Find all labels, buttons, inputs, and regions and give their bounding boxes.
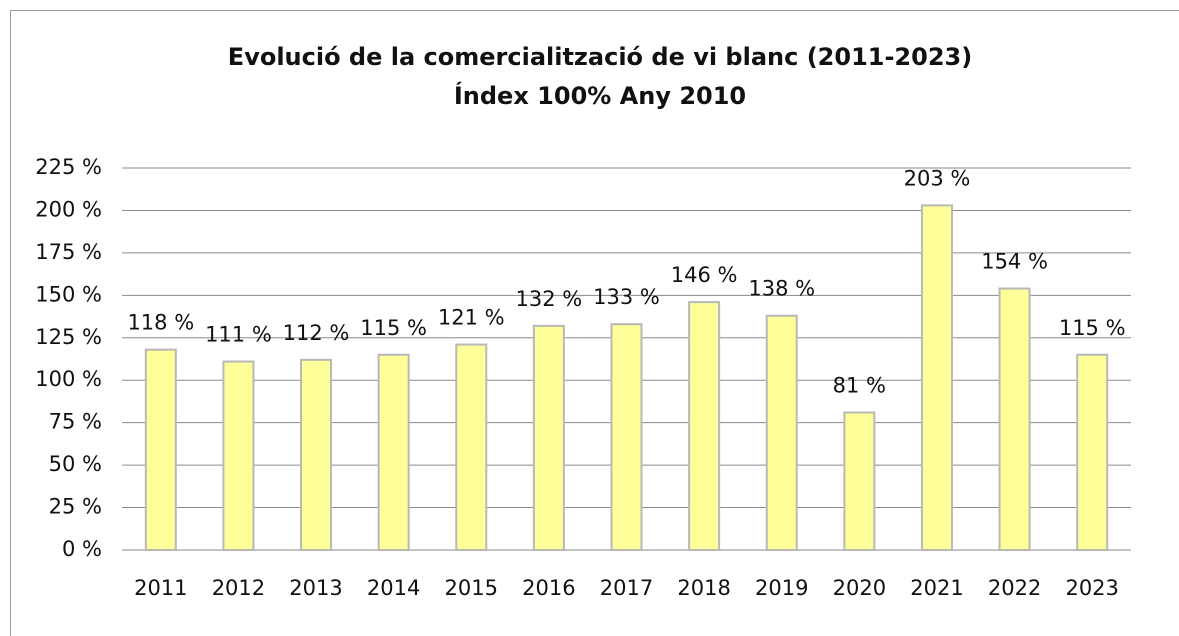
- value-label: 81 %: [833, 373, 886, 397]
- bar: [843, 411, 876, 552]
- bar: [688, 301, 721, 551]
- bar: [455, 343, 488, 551]
- y-tick-label: 75 %: [49, 410, 102, 434]
- value-label: 203 %: [904, 166, 971, 190]
- bar: [920, 204, 953, 551]
- value-label: 115 %: [360, 316, 427, 340]
- x-tick-label: 2011: [134, 576, 187, 600]
- value-label: 154 %: [981, 250, 1048, 274]
- value-label: 111 %: [205, 323, 272, 347]
- x-tick-label: 2014: [367, 576, 420, 600]
- y-tick-label: 200 %: [35, 197, 102, 221]
- bar: [532, 324, 565, 552]
- x-tick-label: 2023: [1065, 576, 1118, 600]
- bar: [765, 314, 798, 551]
- value-label: 121 %: [438, 306, 505, 330]
- bar: [300, 358, 333, 551]
- x-tick-label: 2016: [522, 576, 575, 600]
- value-label: 112 %: [283, 321, 350, 345]
- x-tick-label: 2012: [212, 576, 265, 600]
- y-tick-label: 150 %: [35, 282, 102, 306]
- x-tick-label: 2022: [988, 576, 1041, 600]
- value-label: 118 %: [127, 311, 194, 335]
- bar: [1076, 353, 1109, 551]
- y-tick-label: 0 %: [62, 537, 102, 561]
- chart-title: Evolució de la comercialització de vi bl…: [228, 43, 972, 71]
- bar: [144, 348, 177, 552]
- y-tick-label: 100 %: [35, 367, 102, 391]
- x-tick-label: 2020: [833, 576, 886, 600]
- y-tick-label: 225 %: [35, 155, 102, 179]
- x-tick-label: 2017: [600, 576, 653, 600]
- value-label: 146 %: [671, 263, 738, 287]
- x-tick-label: 2021: [910, 576, 963, 600]
- value-label: 138 %: [748, 277, 815, 301]
- chart-subtitle: Índex 100% Any 2010: [454, 81, 746, 110]
- x-tick-label: 2019: [755, 576, 808, 600]
- bar: [998, 287, 1031, 551]
- value-label: 132 %: [516, 287, 583, 311]
- y-tick-label: 175 %: [35, 240, 102, 264]
- x-tick-label: 2018: [677, 576, 730, 600]
- bar: [222, 360, 255, 551]
- x-tick-label: 2013: [289, 576, 342, 600]
- value-label: 133 %: [593, 285, 660, 309]
- value-label: 115 %: [1059, 316, 1126, 340]
- chart-border: [10, 10, 1179, 636]
- y-tick-label: 50 %: [49, 452, 102, 476]
- y-tick-label: 125 %: [35, 325, 102, 349]
- bar: [610, 323, 643, 551]
- x-tick-label: 2015: [445, 576, 498, 600]
- y-tick-label: 25 %: [49, 495, 102, 519]
- bar: [377, 353, 410, 551]
